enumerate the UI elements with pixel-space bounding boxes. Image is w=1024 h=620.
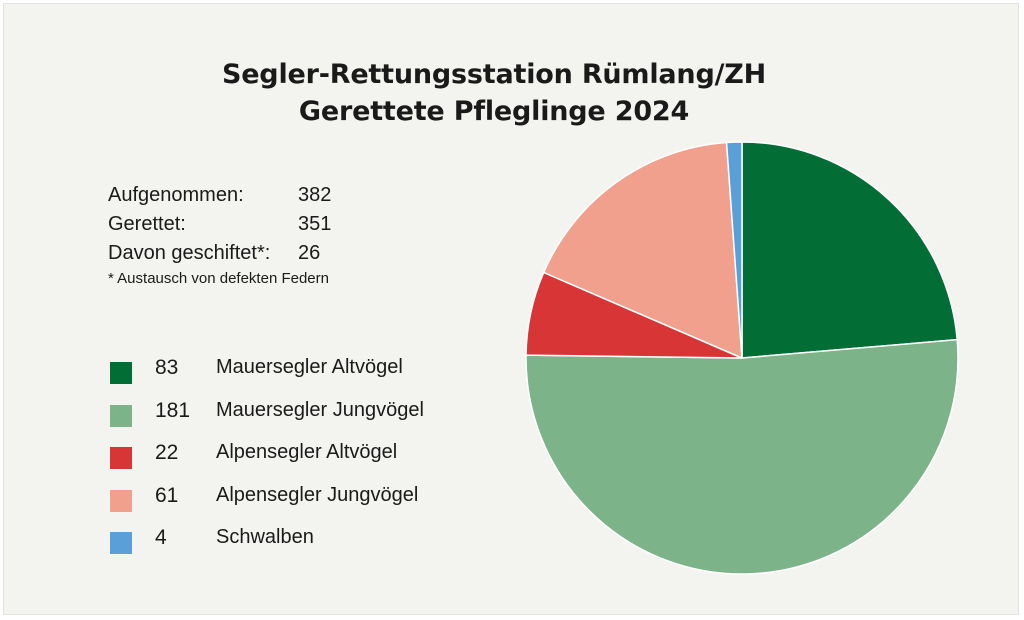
legend-swatch <box>110 489 132 512</box>
legend-value: 22 <box>155 441 179 464</box>
stat-value: 26 <box>298 242 321 264</box>
stat-label: Gerettet: <box>108 213 186 235</box>
stat-value: 351 <box>298 213 332 235</box>
stat-value: 382 <box>298 184 332 206</box>
legend-label: Alpensegler Jungvögel <box>216 483 419 506</box>
chart-title-line-2: Gerettete Pfleglinge 2024 <box>298 96 690 127</box>
legend-label: Schwalben <box>216 526 314 548</box>
legend-swatch <box>110 447 132 469</box>
legend-item-alpensegler-jungvoegel: 61 Alpensegler Jungvögel <box>110 480 470 523</box>
legend-value: 181 <box>155 398 191 422</box>
pie-slice-0 <box>741 141 958 359</box>
legend-swatch <box>110 362 132 384</box>
stat-label: Aufgenommen: <box>108 184 244 206</box>
stat-label: Davon geschiftet*: <box>108 242 271 264</box>
legend-item-alpensegler-altvoegel: 22 Alpensegler Altvögel <box>110 437 470 480</box>
pie-chart <box>525 141 959 575</box>
legend-swatch <box>110 532 132 554</box>
legend-label: Mauersegler Altvögel <box>216 356 403 378</box>
chart-card: Segler-Rettungsstation Rümlang/ZH Gerett… <box>3 3 1019 615</box>
footnote: * Austausch von defekten Federn <box>108 270 329 287</box>
legend-item-mauersegler-jungvoegel: 181 Mauersegler Jungvögel <box>110 395 470 438</box>
legend-swatch <box>110 404 132 427</box>
pie-slice-3 <box>542 141 743 359</box>
legend-label: Mauersegler Jungvögel <box>216 398 424 421</box>
legend-value: 83 <box>155 356 179 379</box>
legend-label: Alpensegler Altvögel <box>216 441 398 463</box>
legend-value: 4 <box>155 526 167 549</box>
chart-title-line-1: Segler-Rettungsstation Rümlang/ZH <box>221 59 767 90</box>
pie-slice-4 <box>725 141 743 359</box>
legend-item-schwalben: 4 Schwalben <box>110 522 470 565</box>
pie-slice-1 <box>525 338 959 575</box>
legend-item-mauersegler-altvoegel: 83 Mauersegler Altvögel <box>110 352 470 395</box>
legend-value: 61 <box>155 483 179 507</box>
legend: 83 Mauersegler Altvögel 181 Mauersegler … <box>110 352 470 565</box>
pie-slices <box>525 141 959 575</box>
